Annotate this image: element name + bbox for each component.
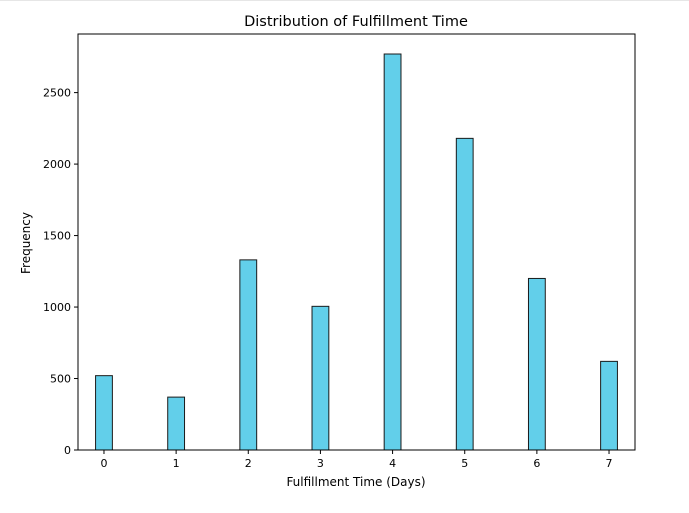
x-tick-label: 1 bbox=[173, 457, 180, 470]
x-tick-label: 4 bbox=[389, 457, 396, 470]
bar-day-5 bbox=[455, 137, 474, 451]
y-tick-label: 0 bbox=[64, 444, 71, 457]
bar-day-7 bbox=[600, 360, 618, 451]
bars-group bbox=[95, 53, 618, 451]
x-tick-label: 2 bbox=[245, 457, 252, 470]
bar-day-6 bbox=[527, 277, 546, 451]
bar-day-3 bbox=[311, 305, 330, 451]
x-tick-label: 0 bbox=[100, 457, 107, 470]
bar-day-0 bbox=[95, 375, 113, 451]
y-tick-label: 2500 bbox=[43, 87, 71, 100]
y-tick-label: 500 bbox=[50, 373, 71, 386]
y-axis-ticks: 0 500 1000 1500 2000 2500 bbox=[43, 87, 78, 457]
y-tick-label: 1500 bbox=[43, 230, 71, 243]
x-tick-label: 5 bbox=[461, 457, 468, 470]
bar-day-4 bbox=[383, 53, 402, 451]
chart-title: Distribution of Fulfillment Time bbox=[244, 14, 468, 30]
y-tick-label: 2000 bbox=[43, 158, 71, 171]
plot-frame bbox=[77, 33, 636, 451]
x-axis-ticks: 0 1 2 3 4 5 6 7 bbox=[100, 450, 613, 470]
x-tick-label: 3 bbox=[317, 457, 324, 470]
y-axis-label: Frequency bbox=[19, 212, 33, 274]
bar-day-2 bbox=[239, 259, 258, 451]
x-axis-label: Fulfillment Time (Days) bbox=[286, 475, 425, 489]
x-tick-label: 6 bbox=[533, 457, 540, 470]
y-tick-label: 1000 bbox=[43, 301, 71, 314]
bar-day-1 bbox=[167, 396, 186, 451]
top-divider bbox=[0, 0, 689, 1]
x-tick-label: 7 bbox=[606, 457, 613, 470]
